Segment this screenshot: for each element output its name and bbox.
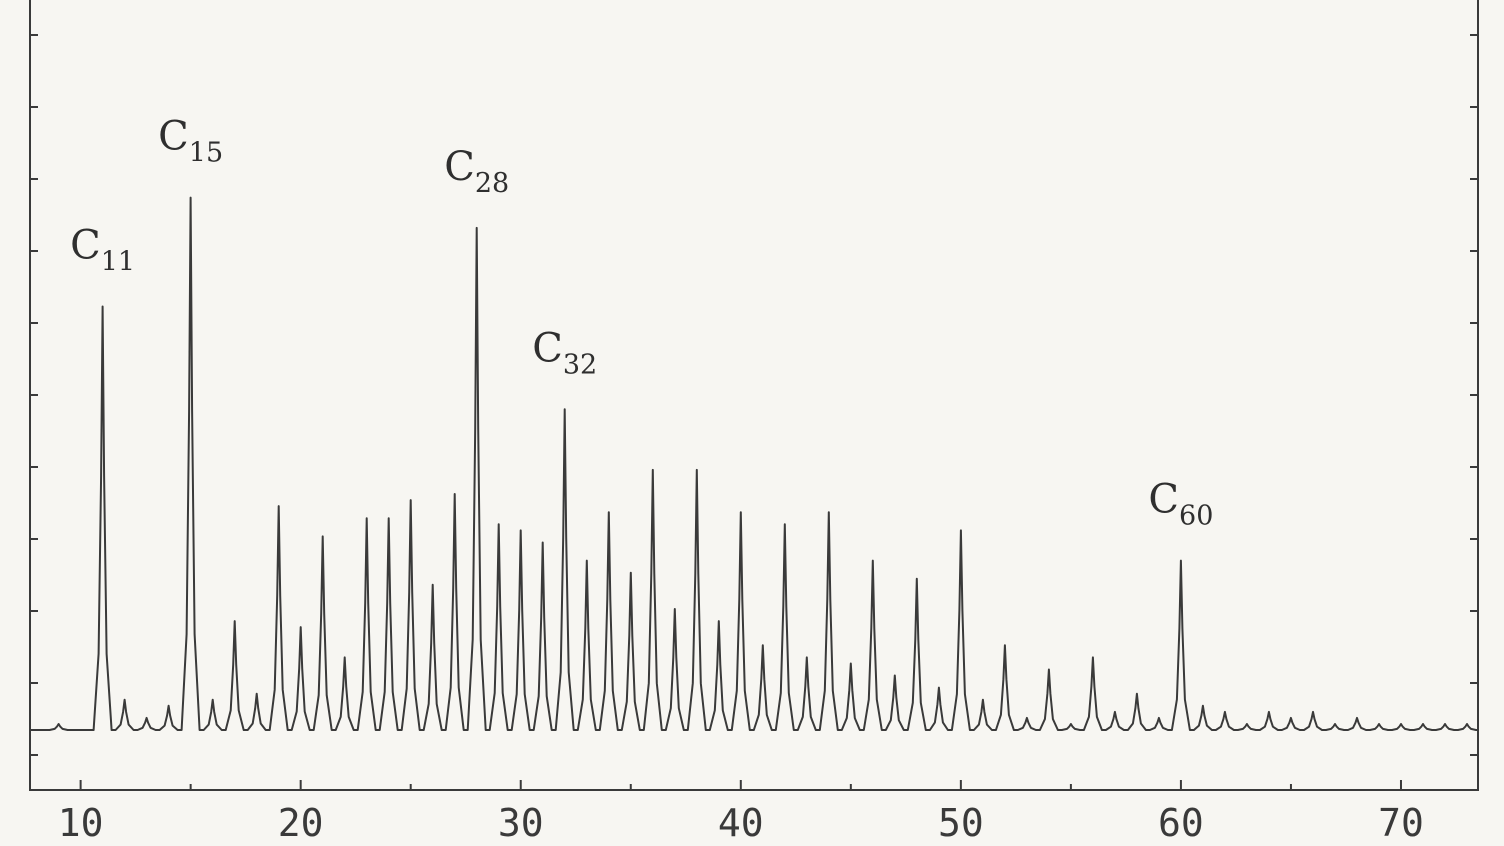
peak-label-subscript: 32	[563, 349, 597, 380]
x-tick-label: 60	[1158, 801, 1204, 845]
peak-label-subscript: 15	[189, 138, 223, 169]
y-axis-ticks	[30, 34, 1478, 756]
peak-label-c32: C32	[532, 325, 597, 380]
peak-label-subscript: 60	[1179, 501, 1213, 532]
x-tick-label: 30	[498, 801, 544, 845]
peak-label-base: C	[70, 223, 101, 269]
peak-label-base: C	[444, 144, 475, 190]
x-tick-label: 40	[718, 801, 764, 845]
peak-label-c15: C15	[158, 114, 223, 169]
peak-label-subscript: 11	[101, 247, 135, 278]
peak-label-c60: C60	[1148, 477, 1213, 532]
peak-label-base: C	[532, 325, 563, 371]
x-tick-label: 50	[938, 801, 984, 845]
x-axis-ticks	[79, 780, 1402, 790]
plot-frame	[29, 0, 1479, 791]
peak-label-base: C	[158, 114, 189, 160]
x-tick-label: 10	[58, 801, 104, 845]
x-tick-label: 70	[1378, 801, 1424, 845]
peak-label-c28: C28	[444, 144, 509, 199]
x-tick-label: 20	[278, 801, 324, 845]
x-axis-tick-labels: 10 20 30 40 50 60 70	[58, 801, 1424, 845]
peak-label-subscript: 28	[475, 168, 509, 199]
peak-label-base: C	[1148, 477, 1179, 523]
peak-label-c11: C11	[70, 223, 135, 278]
spectrum-trace	[30, 196, 1478, 731]
